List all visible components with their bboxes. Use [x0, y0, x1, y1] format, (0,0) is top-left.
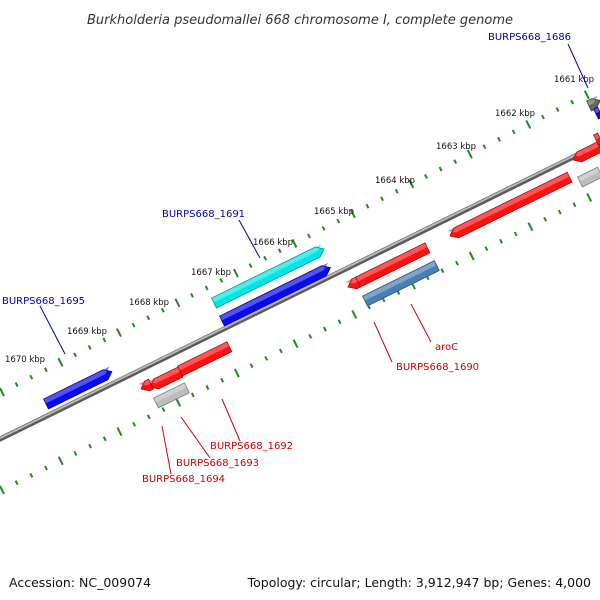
- leader-line: [221, 398, 241, 442]
- gene-label-burps668-1690[interactable]: BURPS668_1690: [396, 362, 479, 373]
- leader-line: [410, 303, 432, 343]
- scale-label: 1670 kbp: [5, 355, 45, 365]
- scale-dots-lower: [0, 192, 593, 495]
- leader-line: [238, 219, 261, 259]
- leader-line: [373, 321, 393, 363]
- scale-label: 1669 kbp: [67, 327, 107, 337]
- gene-features: [43, 95, 600, 410]
- scale-label: 1667 kbp: [191, 268, 231, 278]
- gene-arrow-gray[interactable]: [577, 166, 600, 188]
- gene-arrow-red[interactable]: [345, 276, 361, 292]
- gene-arrow-red[interactable]: [447, 171, 573, 241]
- map-title: Burkholderia pseudomallei 668 chromosome…: [87, 13, 513, 28]
- gene-arrow-gray[interactable]: [153, 382, 190, 409]
- leader-lines: [39, 43, 589, 475]
- gene-arrow-steel[interactable]: [362, 260, 440, 307]
- gene-arrow-blue[interactable]: [219, 262, 333, 327]
- gene-labels: BURPS668_1686 BURPS668_1691 BURPS668_1695a…: [2, 32, 571, 485]
- gene-arrow-darkgray[interactable]: [586, 95, 600, 112]
- gene-label-burps668-1691[interactable]: BURPS668_1691: [162, 209, 245, 220]
- gene-label-burps668-1694[interactable]: BURPS668_1694: [142, 474, 225, 485]
- backbone: [0, 141, 600, 442]
- leader-line: [567, 43, 589, 89]
- gene-arrow-red[interactable]: [593, 132, 600, 146]
- gene-arrow-red[interactable]: [138, 378, 154, 394]
- gene-arrow-red[interactable]: [570, 141, 600, 165]
- gene-arrow-red[interactable]: [177, 341, 233, 377]
- gene-label-burps668-1693[interactable]: BURPS668_1693: [176, 458, 259, 469]
- gene-label-burps668-1695[interactable]: BURPS668_1695: [2, 296, 85, 307]
- scale-label: 1665 kbp: [314, 207, 354, 217]
- genome-stats-text: Topology: circular; Length: 3,912,947 bp…: [247, 575, 591, 590]
- scale-label: 1666 kbp: [253, 238, 293, 248]
- scale-track: 1661 kbp 1662 kbp 1663 kbp 1664 kbp 1665 kbp…: [0, 75, 594, 495]
- gene-arrow-blue[interactable]: [43, 366, 115, 410]
- leader-line: [161, 425, 172, 475]
- leader-line: [180, 416, 211, 459]
- gene-label-burps668-1692[interactable]: BURPS668_1692: [210, 441, 293, 452]
- gene-arrow-cyan[interactable]: [211, 243, 327, 309]
- gene-arrow-blue[interactable]: [593, 106, 600, 120]
- scale-label: 1668 kbp: [129, 298, 169, 308]
- accession-text: Accession: NC_009074: [9, 575, 152, 590]
- scale-label: 1661 kbp: [554, 75, 594, 85]
- scale-label: 1662 kbp: [495, 109, 535, 119]
- scale-label: 1664 kbp: [375, 176, 415, 186]
- scale-dots-upper: [0, 90, 590, 397]
- gene-label-aroc[interactable]: aroC: [435, 342, 458, 353]
- leader-line: [39, 305, 66, 355]
- gene-label-burps668-1686[interactable]: BURPS668_1686: [488, 32, 571, 43]
- scale-label: 1663 kbp: [436, 142, 476, 152]
